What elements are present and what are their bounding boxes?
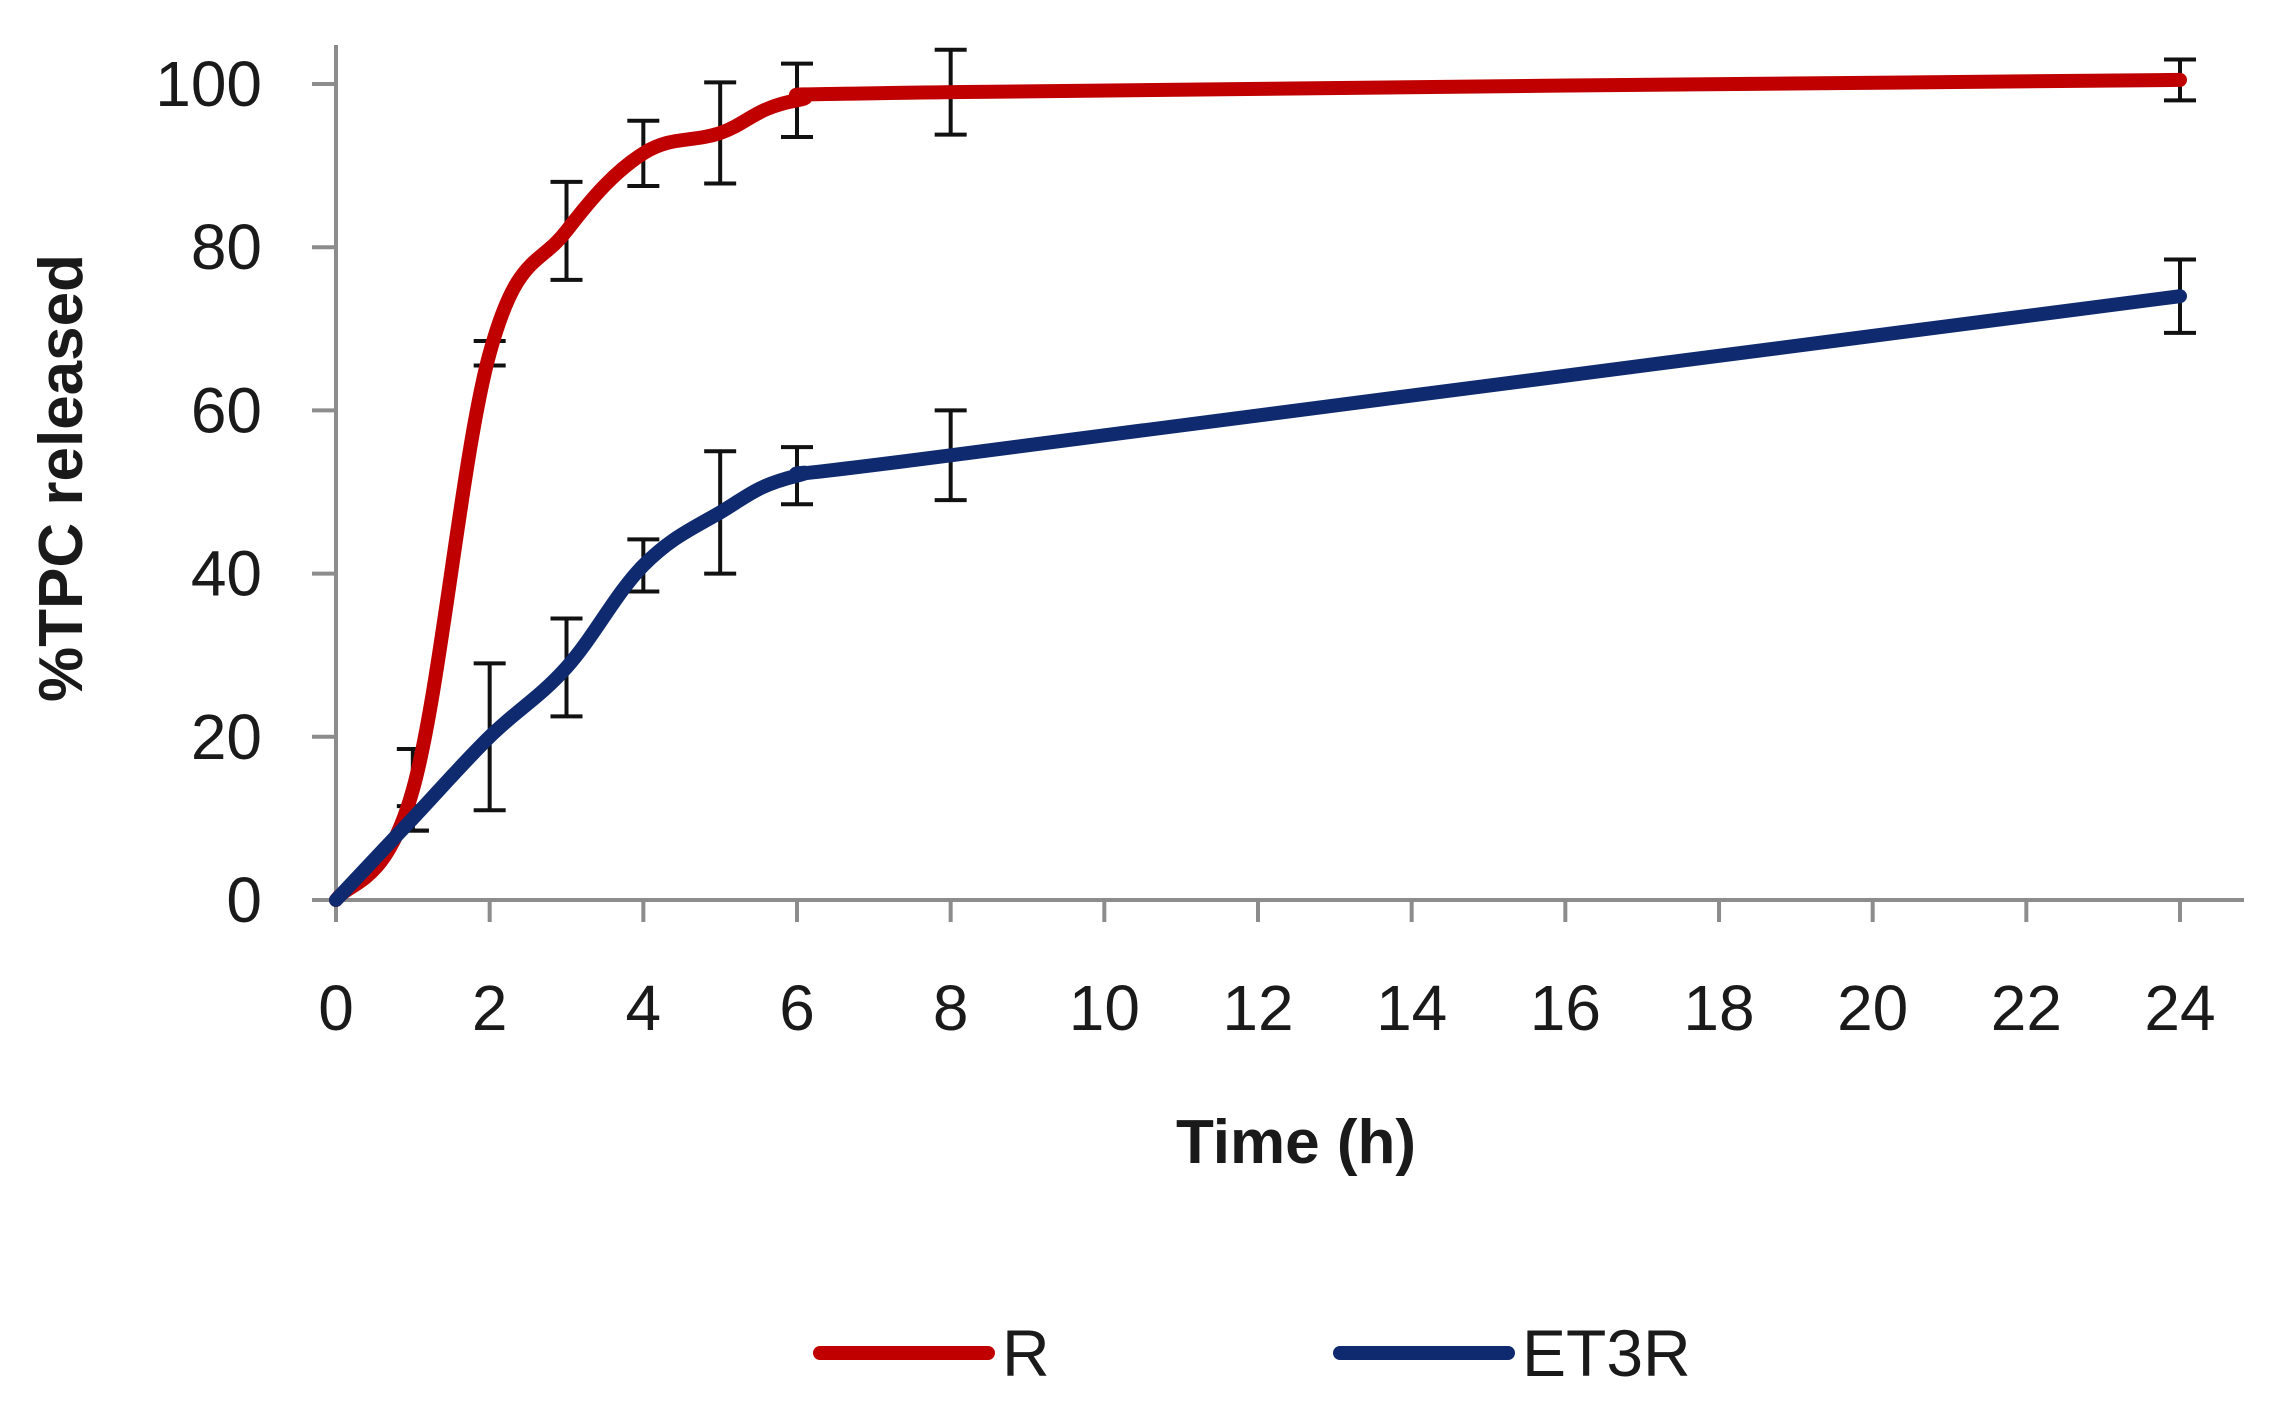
legend-item-et3r: ET3R: [1333, 1316, 1691, 1390]
x-tick-label: 24: [2144, 972, 2215, 1044]
y-tick-label: 20: [191, 701, 262, 773]
x-tick-label: 8: [933, 972, 969, 1044]
y-tick-label: 80: [191, 211, 262, 283]
x-tick-label: 6: [779, 972, 815, 1044]
y-tick-label: 100: [155, 48, 262, 120]
legend: R ET3R: [813, 1316, 1691, 1390]
error-bars: [396, 47, 2196, 833]
x-tick-label: 16: [1530, 972, 1601, 1044]
x-axis-title: Time (h): [1176, 1108, 1416, 1177]
x-tick-label: 20: [1837, 972, 1908, 1044]
y-tick-label: 40: [191, 538, 262, 610]
x-tick-label: 22: [1991, 972, 2062, 1044]
legend-item-r: R: [813, 1316, 1050, 1390]
legend-label: ET3R: [1522, 1316, 1691, 1390]
y-tick-label: 60: [191, 374, 262, 446]
legend-label: R: [1002, 1316, 1050, 1390]
y-tick-label: 0: [226, 864, 262, 936]
x-tick-label: 2: [472, 972, 508, 1044]
x-tick-label: 4: [626, 972, 662, 1044]
series-lines: [329, 72, 2187, 907]
series-line-et3r: [329, 289, 2187, 907]
x-tick-label: 10: [1069, 972, 1140, 1044]
series-line-r: [329, 72, 2187, 907]
x-tick-label: 0: [318, 972, 354, 1044]
y-axis-title: %TPC released: [27, 254, 96, 702]
x-tick-label: 12: [1222, 972, 1293, 1044]
x-tick-label: 18: [1683, 972, 1754, 1044]
x-tick-label: 14: [1376, 972, 1447, 1044]
